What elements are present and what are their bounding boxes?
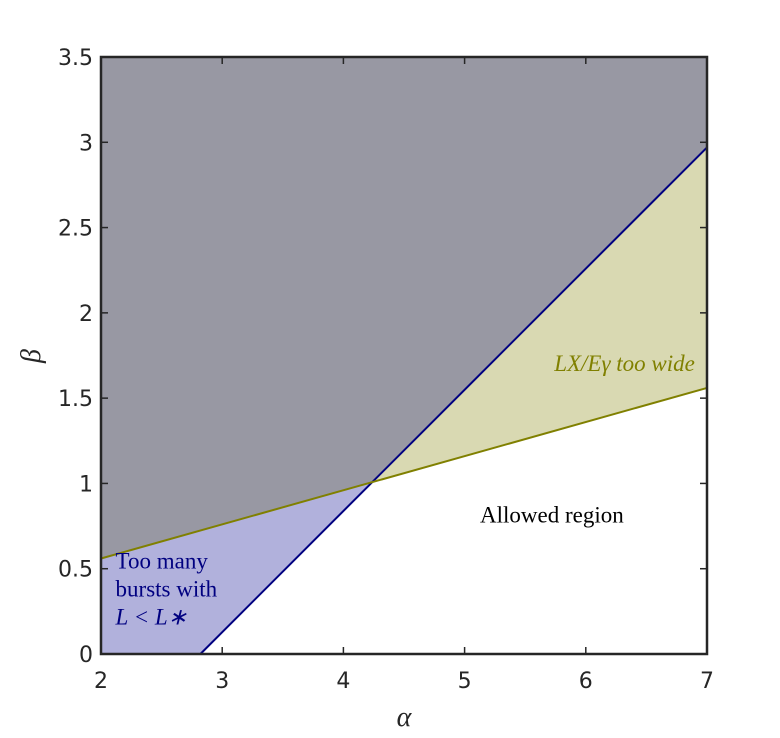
x-tick-label: 5: [458, 669, 472, 694]
y-tick-label: 3.5: [58, 46, 93, 71]
x-tick-label: 6: [579, 669, 593, 694]
boundary-line: [199, 146, 708, 655]
y-axis-label: β: [16, 349, 47, 364]
annotation: Allowed region: [480, 503, 624, 528]
annotation: bursts with: [116, 577, 218, 602]
boundary-line: [100, 386, 708, 560]
annotation: L < L∗: [115, 605, 187, 630]
x-axis-label: α: [397, 702, 413, 733]
y-tick-label: 1: [79, 472, 93, 497]
y-tick-label: 0.5: [58, 558, 93, 583]
x-tick-label: 7: [700, 669, 714, 694]
annotation: Too many: [116, 549, 209, 574]
plot-frame: [99, 55, 709, 656]
x-tick-label: 2: [94, 669, 108, 694]
y-tick-label: 2: [79, 302, 93, 327]
y-tick-label: 0: [79, 643, 93, 668]
region: [101, 482, 373, 654]
annotation: LX/Eγ too wide: [553, 351, 695, 376]
x-tick-label: 4: [336, 669, 350, 694]
y-tick-label: 3: [79, 131, 93, 156]
x-tick-label: 3: [215, 669, 229, 694]
y-tick-label: 1.5: [58, 387, 93, 412]
excluded-region: [101, 57, 707, 559]
y-tick-label: 2.5: [58, 217, 93, 242]
